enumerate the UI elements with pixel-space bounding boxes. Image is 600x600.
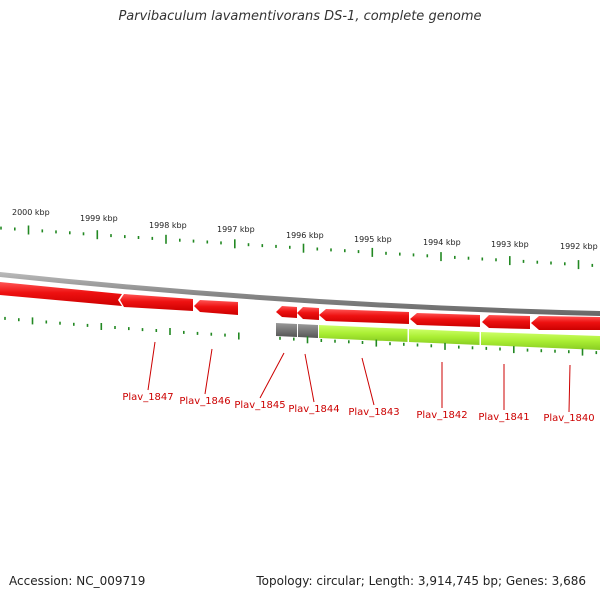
gene-leader-line xyxy=(304,353,315,403)
scale-labels: 2000 kbp 1999 kbp 1998 kbp 1997 kbp 1996 kbp… xyxy=(12,208,598,251)
scale-label: 2000 kbp xyxy=(12,208,50,217)
gene-block-grey[interactable] xyxy=(298,324,318,338)
scale-label: 1992 kbp xyxy=(560,242,598,251)
gene-arrow[interactable] xyxy=(319,309,409,324)
forward-strand-genes xyxy=(0,282,600,330)
gene-block-selected[interactable] xyxy=(481,332,600,350)
gene-block-selected[interactable] xyxy=(409,329,480,345)
reverse-strand-genes xyxy=(276,323,600,350)
gene-arrow[interactable] xyxy=(297,307,319,320)
gene-arrow[interactable] xyxy=(410,313,480,327)
scale-label: 1994 kbp xyxy=(423,238,461,247)
gene-label[interactable]: Plav_1841 xyxy=(478,412,529,423)
gene-arrow[interactable] xyxy=(531,316,600,330)
genome-title: Parvibaculum lavamentivorans DS-1, compl… xyxy=(118,9,482,24)
gene-block-grey[interactable] xyxy=(276,323,297,337)
gene-arrow[interactable] xyxy=(120,294,193,311)
scale-label: 1995 kbp xyxy=(354,235,392,244)
scale-label: 1993 kbp xyxy=(491,240,529,249)
accession-text: Accession: NC_009719 xyxy=(9,574,146,588)
gene-arrow[interactable] xyxy=(0,282,122,306)
gene-arrow[interactable] xyxy=(276,306,297,318)
gene-leader-line xyxy=(568,364,571,413)
gene-label[interactable]: Plav_1845 xyxy=(234,400,285,411)
genome-summary-text: Topology: circular; Length: 3,914,745 bp… xyxy=(256,574,586,588)
scale-label: 1998 kbp xyxy=(149,221,187,230)
genome-backbone xyxy=(0,272,600,316)
gene-leader-line xyxy=(259,352,285,399)
gene-leader-line xyxy=(147,341,156,391)
gene-label[interactable]: Plav_1842 xyxy=(416,410,467,421)
gene-label[interactable]: Plav_1846 xyxy=(179,396,230,407)
gene-arrow[interactable] xyxy=(482,315,530,329)
gene-label[interactable]: Plav_1844 xyxy=(288,404,339,415)
gene-leader-line xyxy=(204,348,213,395)
gene-leader-line xyxy=(361,357,375,406)
gene-label[interactable]: Plav_1840 xyxy=(543,413,594,424)
gene-label[interactable]: Plav_1847 xyxy=(122,392,173,403)
gene-label[interactable]: Plav_1843 xyxy=(348,407,399,418)
scale-label: 1996 kbp xyxy=(286,231,324,240)
inner-scale-ticks xyxy=(4,316,598,356)
gene-block-selected[interactable] xyxy=(319,325,408,342)
scale-label: 1997 kbp xyxy=(217,225,255,234)
gene-arrow[interactable] xyxy=(194,300,238,315)
gene-labels: Plav_1847 Plav_1846 Plav_1845 Plav_1844 Plav… xyxy=(122,341,595,424)
outer-scale-ticks xyxy=(0,225,594,270)
scale-label: 1999 kbp xyxy=(80,214,118,223)
